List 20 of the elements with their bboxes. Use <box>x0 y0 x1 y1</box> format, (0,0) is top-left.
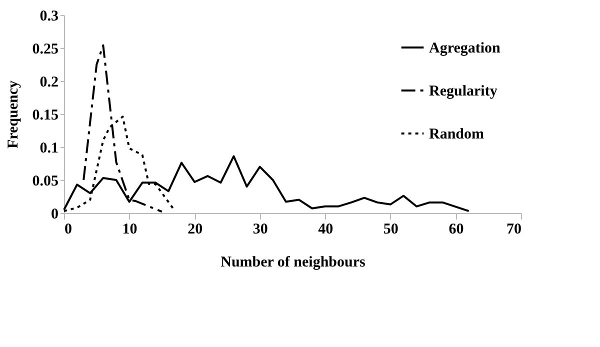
y-tick-label: 0.2 <box>40 74 58 90</box>
y-axis-title: Frequency <box>5 80 22 149</box>
y-tick-label: 0.3 <box>40 8 58 24</box>
x-tick-label: 60 <box>448 222 464 238</box>
x-tick-label: 0 <box>64 222 72 238</box>
x-tick-label: 10 <box>122 222 138 238</box>
x-tick-label: 40 <box>318 222 334 238</box>
x-tick-label: 50 <box>383 222 398 238</box>
legend-label: Agregation <box>429 40 502 56</box>
x-tick-label: 70 <box>506 222 522 238</box>
y-tick-label: 0.15 <box>32 108 58 124</box>
x-axis-title: Number of neighbours <box>220 254 366 270</box>
y-tick-label: 0 <box>51 206 58 222</box>
y-tick-label: 0.25 <box>32 42 58 58</box>
legend-label: Regularity <box>429 84 498 100</box>
y-tick-label: 0.1 <box>40 140 58 156</box>
x-tick-label: 20 <box>188 222 203 238</box>
legend-label: Random <box>429 126 485 142</box>
y-tick-label: 0.05 <box>32 174 58 190</box>
x-tick-label: 30 <box>252 222 268 238</box>
